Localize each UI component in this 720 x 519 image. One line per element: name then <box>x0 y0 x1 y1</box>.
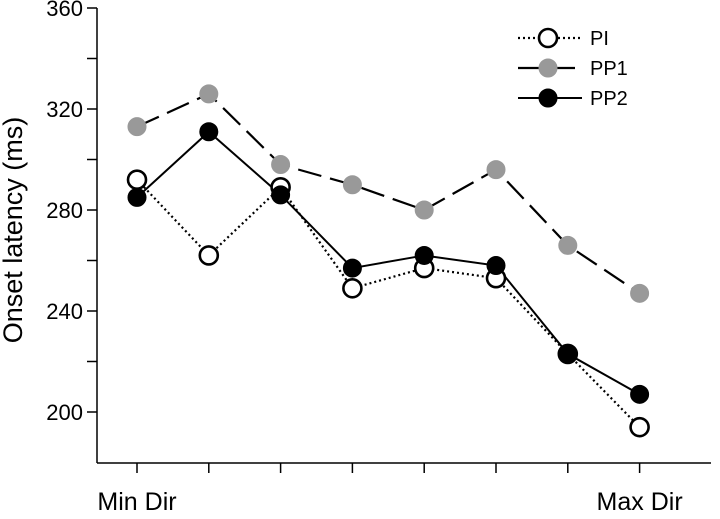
legend-label-pp2: PP2 <box>590 88 628 110</box>
y-axis-ticks: 200 240 280 320 360 <box>46 0 97 425</box>
x-category-label: Max Dir <box>597 488 683 516</box>
data-point-pp1 <box>486 160 506 180</box>
series-markers <box>126 84 650 438</box>
data-point-pp2 <box>127 187 147 207</box>
data-point-pp1 <box>271 155 291 175</box>
data-point-pi <box>198 245 220 266</box>
y-tick-label: 360 <box>46 0 83 21</box>
y-tick-label: 200 <box>46 400 83 425</box>
y-axis-title: Onset latency (ms) <box>0 117 28 344</box>
data-point-pi <box>629 416 650 438</box>
data-point-pp1 <box>414 200 434 220</box>
data-point-pp2 <box>558 344 578 364</box>
data-point-pp2 <box>342 258 362 278</box>
y-tick-label: 320 <box>46 97 83 122</box>
y-tick-label: 280 <box>46 198 83 223</box>
series-lines <box>136 92 641 428</box>
series-line-pp2 <box>136 130 641 396</box>
chart-axes <box>96 8 711 464</box>
data-point-pp2 <box>486 256 506 276</box>
data-point-pp1 <box>199 84 219 104</box>
x-category-label: Min Dir <box>97 488 176 516</box>
data-point-pp2 <box>630 384 650 404</box>
legend-marker-pp2 <box>538 88 558 108</box>
legend-marker-pp1 <box>538 58 558 78</box>
series-line-pi <box>136 178 641 428</box>
y-tick-label: 240 <box>46 299 83 324</box>
series-line-pp1 <box>136 92 641 295</box>
data-point-pp1 <box>127 117 147 137</box>
legend-marker-pi <box>537 27 559 49</box>
legend-label-pp1: PP1 <box>590 58 628 80</box>
x-axis-ticks: Min Dir Max Dir <box>97 463 683 516</box>
data-point-pp1 <box>630 283 650 303</box>
data-point-pp2 <box>414 245 434 265</box>
data-point-pi <box>126 169 148 190</box>
data-point-pi <box>342 277 363 299</box>
legend-label-pi: PI <box>590 28 609 50</box>
legend: PI PP1 PP2 <box>518 27 628 110</box>
data-point-pp1 <box>342 175 362 195</box>
data-point-pp2 <box>271 185 291 205</box>
data-point-pp1 <box>558 235 578 255</box>
data-point-pp2 <box>199 122 219 142</box>
